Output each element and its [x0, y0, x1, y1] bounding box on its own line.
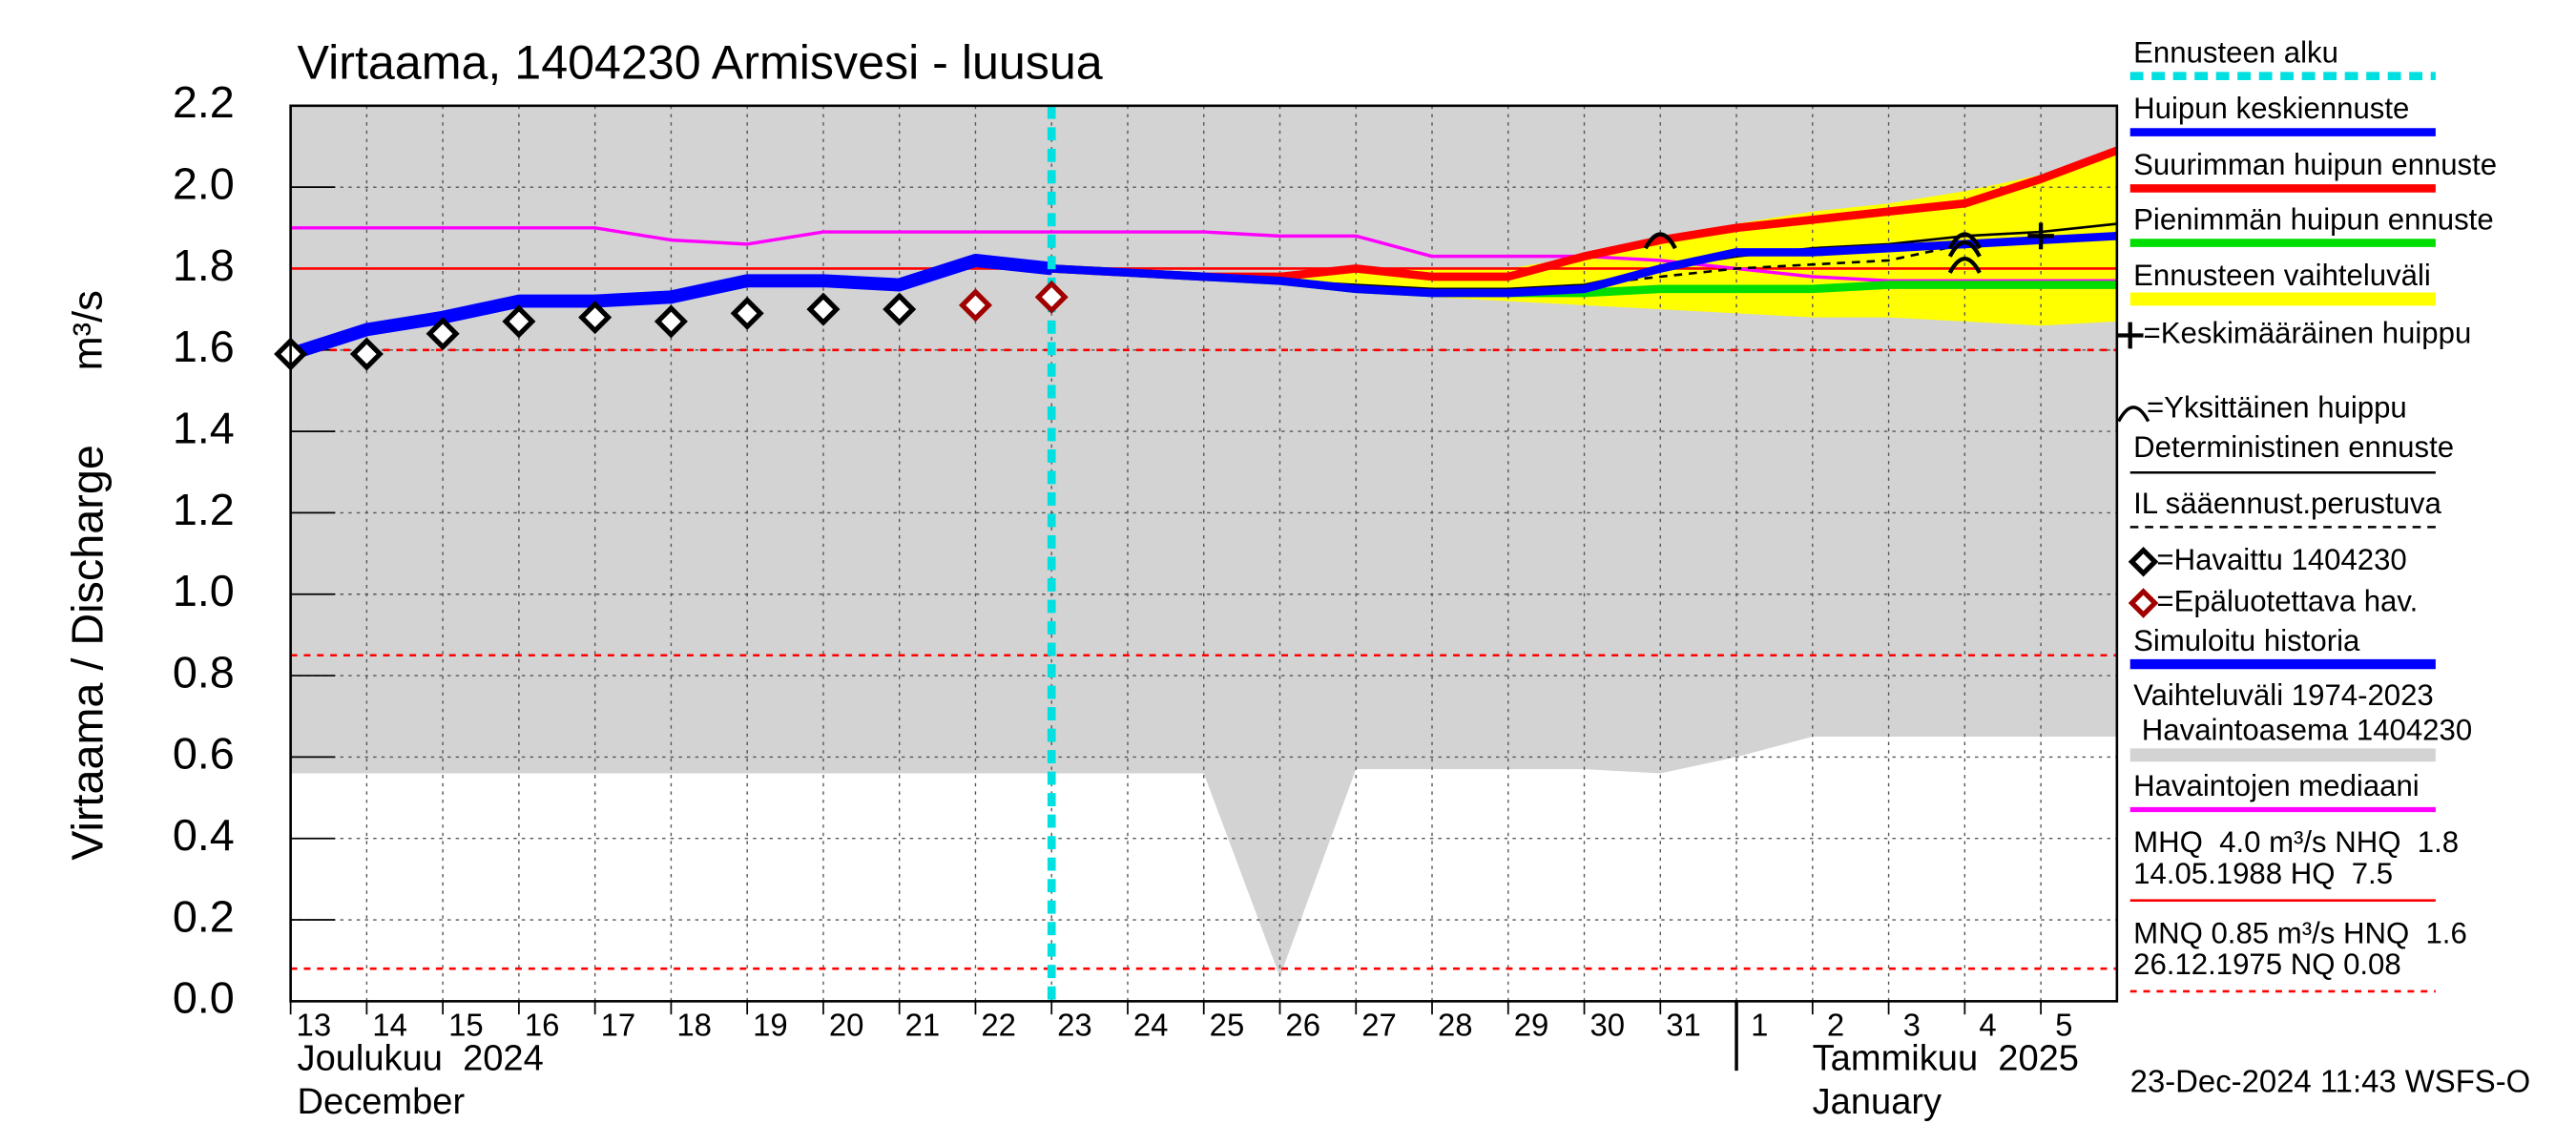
- y-tick-label: 0.6: [173, 729, 235, 779]
- legend-label: Ennusteen vaihteluväli: [2133, 259, 2431, 292]
- y-tick-label: 0.4: [173, 810, 235, 860]
- y-tick-label: 0.0: [173, 973, 235, 1023]
- legend-label: MHQ 4.0 m³/s NHQ 1.8: [2133, 825, 2459, 859]
- legend-label: MNQ 0.85 m³/s HNQ 1.6: [2133, 916, 2467, 949]
- month-label: December: [298, 1082, 466, 1122]
- x-tick-label: 13: [297, 1008, 332, 1043]
- y-tick-label: 1.2: [173, 485, 235, 534]
- legend-label: Simuloitu historia: [2133, 624, 2360, 657]
- legend-label: =Yksittäinen huippu: [2147, 391, 2407, 425]
- y-tick-label: 0.8: [173, 647, 235, 697]
- x-tick-label: 27: [1361, 1008, 1397, 1043]
- x-tick-label: 5: [2055, 1008, 2072, 1043]
- x-tick-label: 18: [676, 1008, 712, 1043]
- legend-label: IL sääennust.perustuva: [2133, 487, 2441, 520]
- x-tick-label: 14: [372, 1008, 407, 1043]
- timestamp: 23-Dec-2024 11:43 WSFS-O: [2130, 1064, 2531, 1099]
- y-tick-label: 0.2: [173, 891, 235, 941]
- series-line: [1050, 232, 2118, 298]
- legend-label: Suurimman huipun ennuste: [2133, 148, 2497, 181]
- x-tick-label: 22: [981, 1008, 1016, 1043]
- observation-marker: [730, 296, 764, 330]
- chart-title: Virtaama, 1404230 Armisvesi - luusua: [298, 36, 1103, 90]
- x-tick-label: 30: [1589, 1008, 1625, 1043]
- x-tick-label: 16: [525, 1008, 560, 1043]
- observation-marker: [502, 304, 536, 339]
- x-tick-label: 17: [601, 1008, 636, 1043]
- x-tick-label: 20: [829, 1008, 864, 1043]
- series-line: [288, 254, 1052, 361]
- month-label: Tammikuu 2025: [1813, 1039, 2079, 1079]
- x-tick-label: 24: [1133, 1008, 1169, 1043]
- peak-marker: [2027, 222, 2054, 250]
- y-axis-label: Virtaama / Discharge: [63, 445, 113, 861]
- x-tick-label: 4: [1979, 1008, 1996, 1043]
- y-tick-label: 1.4: [173, 403, 235, 452]
- legend-icon: [2128, 546, 2159, 577]
- x-tick-label: 1: [1751, 1008, 1768, 1043]
- observation-marker: [349, 337, 384, 371]
- observation-marker: [426, 317, 460, 351]
- legend-label: Ennusteen alku: [2133, 35, 2338, 69]
- legend-label: Havaintojen mediaani: [2133, 769, 2420, 802]
- x-tick-label: 3: [1903, 1008, 1921, 1043]
- x-tick-label: 21: [905, 1008, 941, 1043]
- month-label: January: [1813, 1082, 1942, 1122]
- legend-label: Huipun keskiennuste: [2133, 92, 2409, 125]
- observation-marker: [806, 292, 841, 326]
- observation-marker: [654, 304, 688, 339]
- x-tick-label: 25: [1210, 1008, 1245, 1043]
- y-tick-label: 2.0: [173, 158, 235, 208]
- peak-marker: [1947, 232, 1982, 250]
- legend-label: =Epäluotettava hav.: [2156, 584, 2418, 617]
- legend-label: Vaihteluväli 1974-2023: [2133, 678, 2434, 712]
- observation-marker: [883, 292, 917, 326]
- x-tick-label: 23: [1057, 1008, 1092, 1043]
- legend-label: =Keskimääräinen huippu: [2144, 317, 2472, 350]
- observation-marker: [958, 288, 992, 323]
- legend-icon: [2128, 588, 2159, 618]
- peak-marker: [1947, 239, 1982, 258]
- legend-icon: [2116, 322, 2144, 349]
- x-tick-label: 29: [1514, 1008, 1549, 1043]
- x-tick-label: 26: [1285, 1008, 1320, 1043]
- month-label: Joulukuu 2024: [298, 1039, 544, 1079]
- x-tick-label: 28: [1438, 1008, 1473, 1043]
- observation-marker: [578, 301, 613, 335]
- x-tick-label: 2: [1827, 1008, 1844, 1043]
- legend-label: Deterministinen ennuste: [2133, 430, 2454, 464]
- legend-label: Havaintoasema 1404230: [2133, 713, 2472, 746]
- peak-marker: [1947, 257, 1982, 274]
- legend-icon: [2117, 406, 2150, 423]
- peak-marker: [1643, 232, 1677, 250]
- legend-label: =Havaittu 1404230: [2156, 543, 2406, 576]
- y-axis-unit: m³/s: [66, 290, 112, 370]
- legend-label: 14.05.1988 HQ 7.5: [2133, 857, 2393, 890]
- series-line: [290, 226, 2117, 282]
- legend-label: 26.12.1975 NQ 0.08: [2133, 947, 2401, 981]
- x-tick-label: 19: [753, 1008, 788, 1043]
- x-tick-label: 31: [1666, 1008, 1701, 1043]
- plot-frame: [289, 104, 2119, 1003]
- legend-label: Pienimmän huipun ennuste: [2133, 202, 2494, 236]
- y-tick-label: 1.6: [173, 322, 235, 371]
- x-tick-label: 15: [448, 1008, 484, 1043]
- observation-marker: [1034, 280, 1069, 314]
- y-tick-label: 1.0: [173, 566, 235, 615]
- y-tick-label: 1.8: [173, 240, 235, 290]
- y-tick-label: 2.2: [173, 77, 235, 127]
